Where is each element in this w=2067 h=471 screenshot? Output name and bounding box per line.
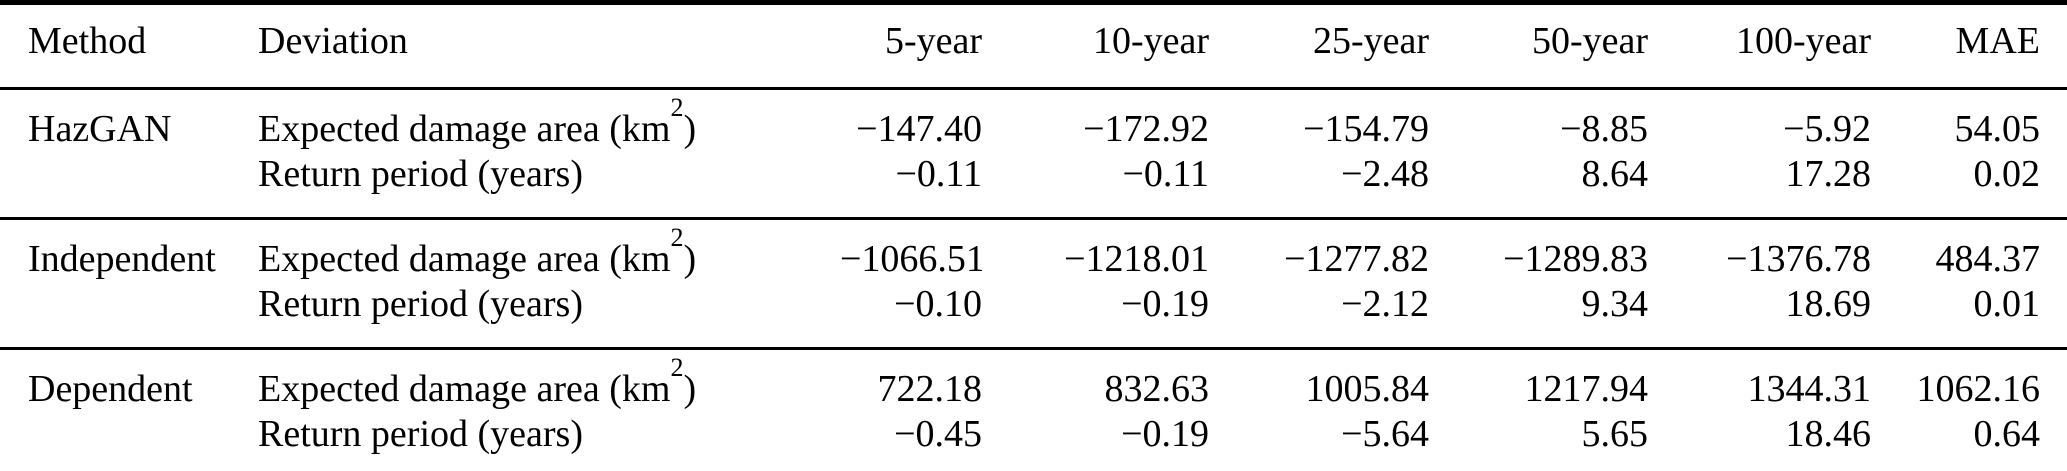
method-cell: HazGAN — [28, 108, 172, 150]
deviation-label: Return period (years) — [258, 413, 583, 455]
value-cell-25-year: −5.64 — [1341, 413, 1429, 455]
value-cell-50-year: 8.64 — [1581, 153, 1649, 195]
value-cell-25-year: 1005.84 — [1305, 368, 1430, 410]
deviation-cell: Expected damage area (km2) — [258, 349, 840, 413]
deviation-cell: Expected damage area (km2) — [258, 219, 840, 283]
value-cell-10-year: −0.11 — [1122, 153, 1209, 195]
deviation-label: Return period (years) — [258, 153, 583, 195]
value-cell-5-year: −0.10 — [894, 283, 982, 325]
value-cell-10-year: 832.63 — [1104, 368, 1210, 410]
superscript-2: 2 — [670, 352, 684, 382]
value-cell-10-year: −172.92 — [1083, 108, 1209, 150]
table-row: Return period (years) −0.45 −0.19 −5.64 … — [0, 412, 2067, 471]
deviation-cell: Expected damage area (km2) — [258, 89, 840, 153]
col-header-50-year: 50-year — [1531, 19, 1648, 62]
value-cell-5-year: −147.40 — [856, 108, 982, 150]
col-header-deviation: Deviation — [258, 19, 408, 62]
value-cell-100-year: 18.46 — [1785, 413, 1872, 455]
deviation-label-suffix: ) — [683, 108, 697, 150]
table-header: Method Deviation 5-year 10-year 25-year … — [0, 3, 2067, 89]
value-cell-25-year: −1277.82 — [1284, 238, 1429, 280]
value-cell-5-year: −0.11 — [895, 153, 982, 195]
value-cell-10-year: −1218.01 — [1064, 238, 1209, 280]
col-header-mae: MAE — [1955, 19, 2040, 62]
superscript-2: 2 — [670, 92, 684, 122]
value-cell-5-year: 722.18 — [877, 368, 983, 410]
value-cell-mae: 0.02 — [1973, 153, 2041, 195]
method-cell: Independent — [28, 238, 216, 280]
group-dependent: Dependent Expected damage area (km2) 722… — [0, 348, 2067, 471]
table-row: Return period (years) −0.10 −0.19 −2.12 … — [0, 282, 2067, 349]
col-header-5-year: 5-year — [884, 19, 982, 62]
deviation-label: Return period (years) — [258, 283, 583, 325]
table-row: Return period (years) −0.11 −0.11 −2.48 … — [0, 152, 2067, 219]
group-hazgan: HazGAN Expected damage area (km2) −147.4… — [0, 88, 2067, 219]
value-cell-50-year: −8.85 — [1560, 108, 1648, 150]
value-cell-mae: 0.01 — [1973, 283, 2041, 325]
deviation-label-suffix: ) — [683, 238, 697, 280]
col-header-10-year: 10-year — [1092, 19, 1209, 62]
value-cell-25-year: −2.48 — [1341, 153, 1429, 195]
deviation-cell: Return period (years) — [258, 282, 840, 349]
value-cell-25-year: −2.12 — [1341, 283, 1429, 325]
value-cell-5-year: −1066.51 — [840, 238, 982, 280]
value-cell-mae: 54.05 — [1954, 108, 2041, 150]
value-cell-100-year: −5.92 — [1783, 108, 1871, 150]
value-cell-mae: 484.37 — [1935, 238, 2041, 280]
col-header-method: Method — [28, 19, 147, 62]
table-row: Dependent Expected damage area (km2) 722… — [0, 349, 2067, 413]
value-cell-25-year: −154.79 — [1303, 108, 1429, 150]
value-cell-5-year: −0.45 — [894, 413, 982, 455]
value-cell-50-year: −1289.83 — [1503, 238, 1648, 280]
value-cell-10-year: −0.19 — [1121, 283, 1209, 325]
superscript-2: 2 — [670, 222, 684, 252]
value-cell-50-year: 1217.94 — [1524, 368, 1649, 410]
value-cell-mae: 1062.16 — [1916, 368, 2041, 410]
header-row: Method Deviation 5-year 10-year 25-year … — [0, 3, 2067, 89]
deviation-label-suffix: ) — [683, 368, 697, 410]
deviation-label: Expected damage area (km — [258, 238, 671, 280]
value-cell-100-year: 17.28 — [1785, 153, 1872, 195]
value-cell-mae: 0.64 — [1973, 413, 2041, 455]
value-cell-50-year: 5.65 — [1581, 413, 1649, 455]
table-row: HazGAN Expected damage area (km2) −147.4… — [0, 89, 2067, 153]
value-cell-10-year: −0.19 — [1121, 413, 1209, 455]
deviation-label: Expected damage area (km — [258, 108, 671, 150]
method-cell: Dependent — [28, 368, 193, 410]
table-row: Independent Expected damage area (km2) −… — [0, 219, 2067, 283]
value-cell-100-year: −1376.78 — [1726, 238, 1871, 280]
deviation-cell: Return period (years) — [258, 412, 840, 471]
value-cell-100-year: 1344.31 — [1747, 368, 1872, 410]
group-independent: Independent Expected damage area (km2) −… — [0, 218, 2067, 349]
deviation-cell: Return period (years) — [258, 152, 840, 219]
value-cell-100-year: 18.69 — [1785, 283, 1872, 325]
value-cell-50-year: 9.34 — [1581, 283, 1649, 325]
deviation-label: Expected damage area (km — [258, 368, 671, 410]
col-header-25-year: 25-year — [1312, 19, 1429, 62]
col-header-100-year: 100-year — [1735, 19, 1871, 62]
